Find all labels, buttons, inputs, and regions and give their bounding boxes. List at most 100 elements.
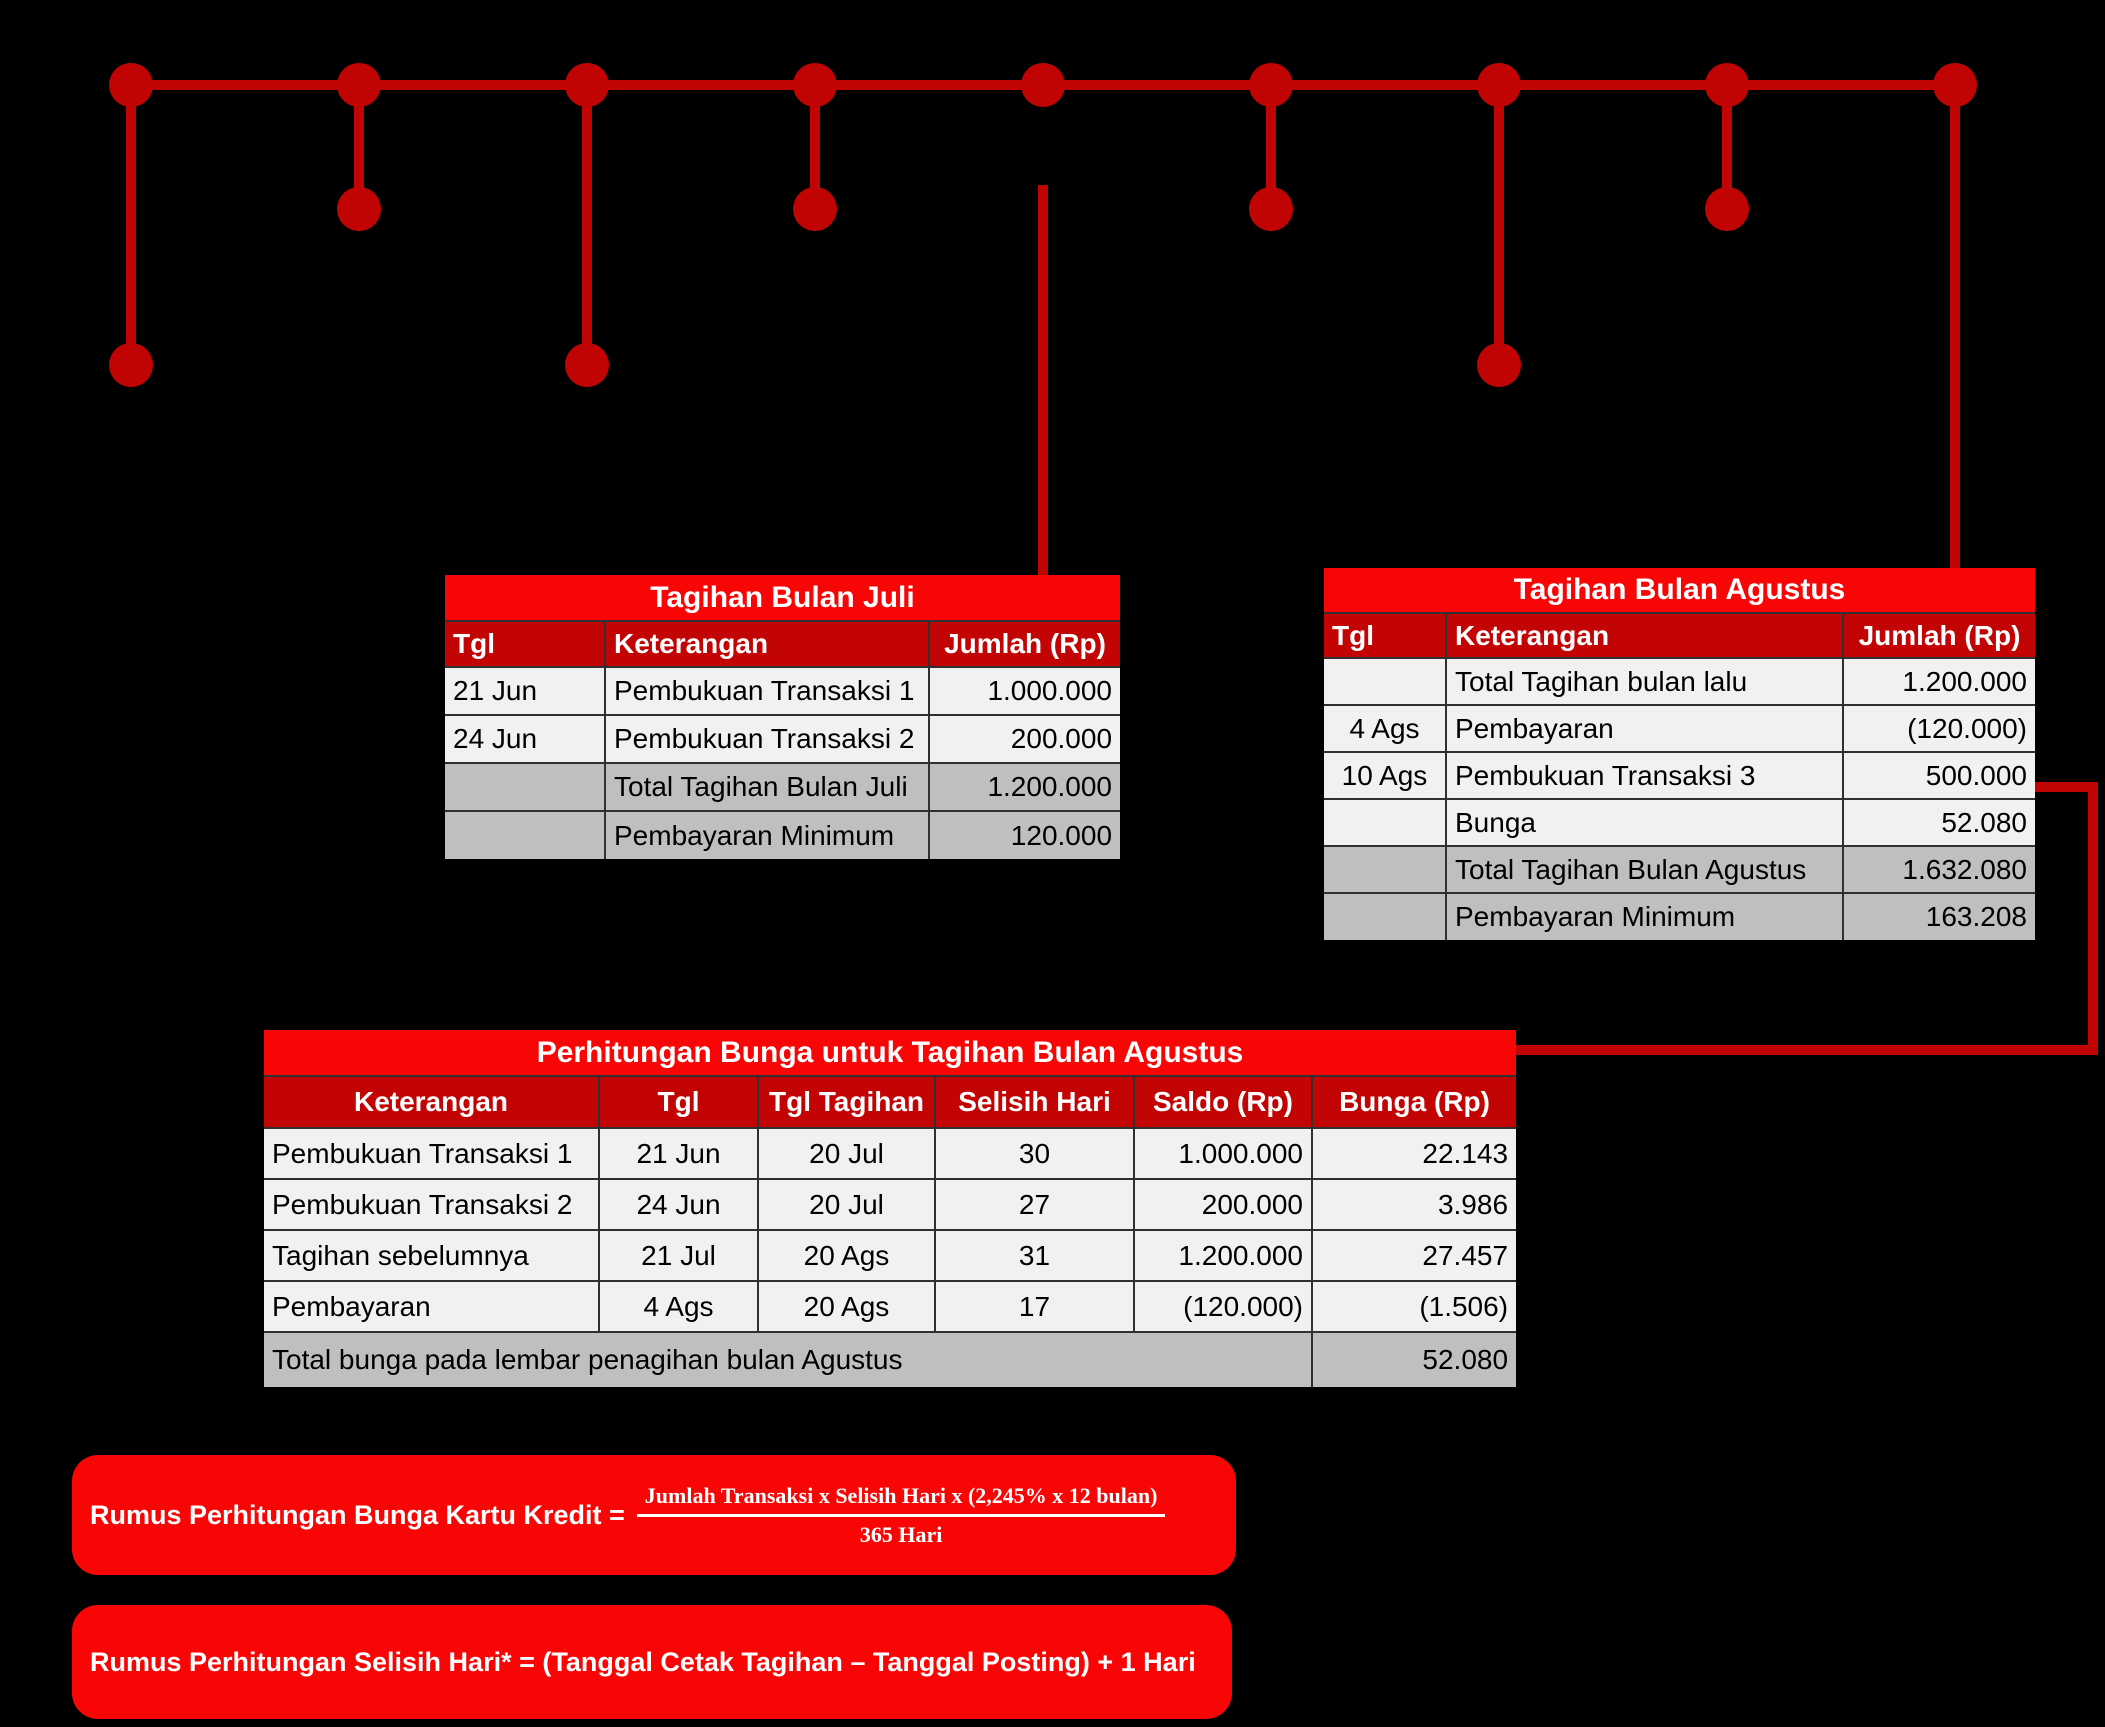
col-header-tgl: Tgl <box>444 620 606 668</box>
cell-selisih-hari: 27 <box>934 1178 1135 1231</box>
col-header-jumlah: Jumlah (Rp) <box>927 620 1122 668</box>
table-row: 21 Jun Pembukuan Transaksi 1 1.000.000 <box>444 666 1122 716</box>
cell-total-label: Total bunga pada lembar penagihan bulan … <box>263 1331 1313 1388</box>
col-header-jumlah: Jumlah (Rp) <box>1842 612 2036 659</box>
timeline-event-dot <box>565 63 609 107</box>
cell-tgl: 10 Ags <box>1323 751 1447 800</box>
timeline-event-dot <box>109 63 153 107</box>
timeline-event-dot <box>1249 63 1293 107</box>
cell-keterangan: Pembukuan Transaksi 1 <box>604 666 930 716</box>
table-tagihan-agustus: Tagihan Bulan Agustus Tgl Keterangan Jum… <box>1323 567 2036 941</box>
col-header-keterangan: Keterangan <box>604 620 930 668</box>
table-title-juli: Tagihan Bulan Juli <box>443 574 1122 622</box>
table-row: Pembayaran 4 Ags 20 Ags 17 (120.000) (1.… <box>263 1280 1518 1333</box>
timeline-event-dot <box>1705 63 1749 107</box>
cell-keterangan: Pembukuan Transaksi 3 <box>1445 751 1844 800</box>
table-row: Perhitungan Bunga untuk Tagihan Bulan Ag… <box>262 1029 1518 1077</box>
cell-selisih-hari: 31 <box>934 1229 1135 1282</box>
cell-tgl <box>444 810 606 860</box>
cell-keterangan: Pembayaran <box>263 1280 600 1333</box>
table-row: 10 Ags Pembukuan Transaksi 3 500.000 <box>1323 751 2036 800</box>
connector-agustus-to-perhitungan <box>1502 782 2098 1055</box>
table-perhitungan-bunga: Perhitungan Bunga untuk Tagihan Bulan Ag… <box>262 1029 1518 1388</box>
formula-box-bunga: Rumus Perhitungan Bunga Kartu Kredit = J… <box>72 1455 1236 1575</box>
table-row: Pembukuan Transaksi 2 24 Jun 20 Jul 27 2… <box>263 1178 1518 1231</box>
cell-jumlah: (120.000) <box>1842 704 2036 753</box>
table-row: Bunga 52.080 <box>1323 798 2036 847</box>
cell-jumlah: 1.000.000 <box>927 666 1122 716</box>
cell-saldo: (120.000) <box>1133 1280 1313 1333</box>
cell-jumlah: 500.000 <box>1842 751 2036 800</box>
cell-tgl <box>1323 845 1447 894</box>
formula-selisih-text: Rumus Perhitungan Selisih Hari* = (Tangg… <box>90 1646 1196 1677</box>
cell-keterangan: Tagihan sebelumnya <box>263 1229 600 1282</box>
cell-jumlah: 120.000 <box>927 810 1122 860</box>
cell-tgl-tagihan: 20 Jul <box>757 1127 936 1180</box>
cell-bunga: 3.986 <box>1310 1178 1518 1231</box>
cell-saldo: 1.000.000 <box>1133 1127 1313 1180</box>
timeline-sub-dot <box>565 343 609 387</box>
cell-jumlah: 163.208 <box>1842 892 2036 941</box>
table-row: Pembukuan Transaksi 1 21 Jun 20 Jul 30 1… <box>263 1127 1518 1180</box>
cell-total-value: 52.080 <box>1310 1331 1518 1388</box>
table-row: Tgl Keterangan Jumlah (Rp) <box>1323 612 2036 659</box>
table-row: Keterangan Tgl Tgl Tagihan Selisih Hari … <box>263 1075 1518 1129</box>
table-title-perhitungan: Perhitungan Bunga untuk Tagihan Bulan Ag… <box>262 1029 1518 1077</box>
col-header-bunga: Bunga (Rp) <box>1310 1075 1518 1129</box>
cell-tgl-tagihan: 20 Ags <box>757 1229 936 1282</box>
table-row: Tagihan sebelumnya 21 Jul 20 Ags 31 1.20… <box>263 1229 1518 1282</box>
cell-jumlah: 52.080 <box>1842 798 2036 847</box>
timeline-event-dot <box>793 63 837 107</box>
timeline-event-dot <box>1933 63 1977 107</box>
table-row: Tgl Keterangan Jumlah (Rp) <box>444 620 1122 668</box>
table-row: Total Tagihan bulan lalu 1.200.000 <box>1323 657 2036 706</box>
timeline-event-dot <box>1477 63 1521 107</box>
table-row: Pembayaran Minimum 120.000 <box>444 810 1122 860</box>
table-row: Tagihan Bulan Juli <box>443 574 1122 622</box>
timeline-sub-dot <box>109 343 153 387</box>
table-row: Tagihan Bulan Agustus <box>1323 567 2036 614</box>
timeline-sub-dot <box>1705 187 1749 231</box>
cell-selisih-hari: 17 <box>934 1280 1135 1333</box>
cell-keterangan: Pembayaran Minimum <box>604 810 930 860</box>
col-header-saldo: Saldo (Rp) <box>1133 1075 1313 1129</box>
cell-saldo: 1.200.000 <box>1133 1229 1313 1282</box>
cell-keterangan: Total Tagihan Bulan Juli <box>604 762 930 812</box>
formula-bunga-label: Rumus Perhitungan Bunga Kartu Kredit = <box>90 1499 625 1530</box>
formula-box-selisih-hari: Rumus Perhitungan Selisih Hari* = (Tangg… <box>72 1605 1232 1719</box>
cell-keterangan: Total Tagihan bulan lalu <box>1445 657 1844 706</box>
cell-tgl-tagihan: 20 Ags <box>757 1280 936 1333</box>
cell-keterangan: Pembukuan Transaksi 1 <box>263 1127 600 1180</box>
cell-bunga: 27.457 <box>1310 1229 1518 1282</box>
formula-bunga-denominator: 365 Hari <box>859 1521 943 1547</box>
timeline-sub-dot <box>1477 343 1521 387</box>
timeline-sub-dot <box>1249 187 1293 231</box>
cell-keterangan: Pembukuan Transaksi 2 <box>604 714 930 764</box>
cell-bunga: 22.143 <box>1310 1127 1518 1180</box>
col-header-selisih-hari: Selisih Hari <box>934 1075 1135 1129</box>
table-title-agustus: Tagihan Bulan Agustus <box>1323 567 2036 614</box>
cell-tgl <box>1323 798 1447 847</box>
cell-tgl <box>1323 657 1447 706</box>
cell-jumlah: 1.200.000 <box>1842 657 2036 706</box>
formula-bunga-fraction: Jumlah Transaksi x Selisih Hari x (2,245… <box>636 1483 1166 1548</box>
table-row: 24 Jun Pembukuan Transaksi 2 200.000 <box>444 714 1122 764</box>
cell-tgl <box>444 762 606 812</box>
cell-tgl: 4 Ags <box>1323 704 1447 753</box>
table-row: Total Tagihan Bulan Juli 1.200.000 <box>444 762 1122 812</box>
table-row: Total bunga pada lembar penagihan bulan … <box>263 1331 1518 1388</box>
timeline-sub-dot <box>337 187 381 231</box>
timeline-sub-dot <box>793 187 837 231</box>
col-header-keterangan: Keterangan <box>263 1075 600 1129</box>
timeline-event-dot <box>1021 63 1065 107</box>
table-row: Total Tagihan Bulan Agustus 1.632.080 <box>1323 845 2036 894</box>
cell-tgl-tagihan: 20 Jul <box>757 1178 936 1231</box>
cell-keterangan: Pembayaran Minimum <box>1445 892 1844 941</box>
cell-tgl <box>1323 892 1447 941</box>
cell-keterangan: Pembayaran <box>1445 704 1844 753</box>
col-header-tgl: Tgl <box>598 1075 759 1129</box>
col-header-tgl-tagihan: Tgl Tagihan <box>757 1075 936 1129</box>
cell-bunga: (1.506) <box>1310 1280 1518 1333</box>
cell-tgl: 24 Jun <box>444 714 606 764</box>
